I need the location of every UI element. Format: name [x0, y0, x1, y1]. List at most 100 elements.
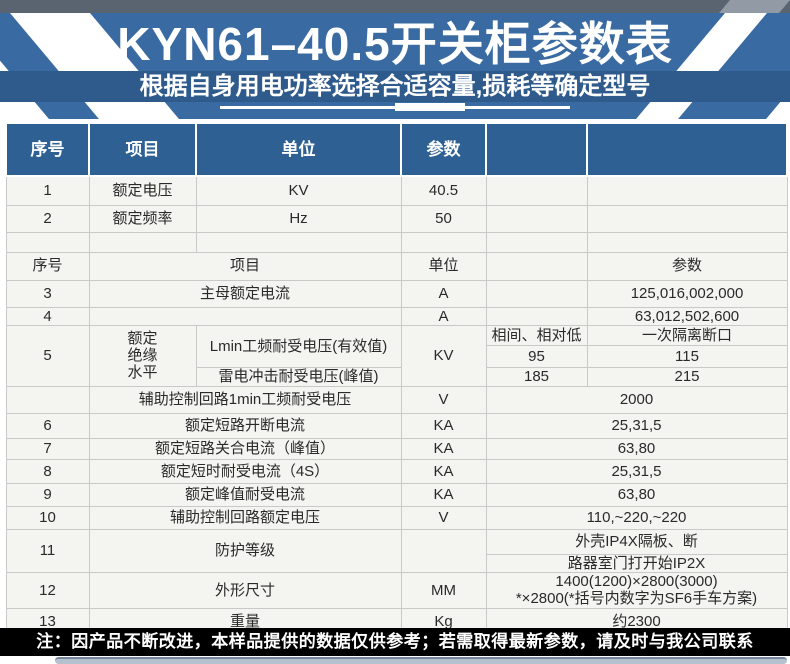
subtitle-band: 根据自身用电功率选择合适容量,损耗等确定型号 — [0, 71, 790, 102]
top-gray-bar — [0, 0, 790, 13]
row5-value-a1: 95 — [485, 344, 588, 368]
row8-value: 25,31,5 — [485, 458, 788, 484]
row11-value-line2: 路器室门打开始IP2X — [485, 553, 788, 574]
subtitle-underline-accent — [395, 103, 465, 111]
row6-item: 额定短路开断电流 — [88, 412, 402, 439]
table-header-row: 序号 项目 单位 参数 — [5, 122, 788, 177]
row12-item: 外形尺寸 — [88, 572, 402, 609]
header-cell-item: 项目 — [88, 122, 197, 177]
table-row: 9 额定峰值耐受电流 KA 63,80 — [5, 482, 788, 507]
row10-value: 110,~220,~220 — [485, 505, 788, 530]
row11-item: 防护等级 — [88, 528, 402, 574]
disclaimer-note-bar: 注：因产品不断改进，本样品提供的数据仅供参考；若需取得最新参数，请及时与我公司联… — [0, 628, 790, 656]
header-cell-empty-2 — [586, 122, 788, 177]
row7-unit: KA — [400, 437, 487, 460]
row1-unit: KV — [195, 175, 402, 206]
row5-value-b2: 215 — [586, 366, 788, 387]
row5-no: 5 — [5, 324, 90, 387]
header2-seq: 序号 — [5, 251, 90, 281]
row12-unit: MM — [400, 572, 487, 609]
row2-unit: Hz — [195, 204, 402, 233]
row1-no: 1 — [5, 175, 90, 206]
row10-item: 辅助控制回路额定电压 — [88, 505, 402, 530]
header-cell-empty-1 — [485, 122, 588, 177]
row12-value: 1400(1200)×2800(3000) *×2800(*括号内数字为SF6手… — [485, 572, 788, 609]
table-row-insulation-subhead: 5 额定 绝缘 水平 Lmin工频耐受电压(有效值) KV 相间、相对低 一次隔… — [5, 324, 788, 387]
row10-no: 10 — [5, 505, 90, 530]
row1-value: 40.5 — [400, 175, 487, 206]
row7-value: 63,80 — [485, 437, 788, 460]
row8-item: 额定短时耐受电流（4S） — [88, 458, 402, 484]
row3-unit: A — [400, 279, 487, 308]
row3-value: 125,016,002,000 — [586, 279, 788, 308]
table-row: 11 防护等级 外壳IP4X隔板、断 — [5, 528, 788, 574]
row1-item: 额定电压 — [88, 175, 197, 206]
page-subtitle: 根据自身用电功率选择合适容量,损耗等确定型号 — [139, 73, 651, 100]
table-row: 雷电冲击耐受电压(峰值) 185 215 — [6, 366, 788, 387]
table-row: 8 额定短时耐受电流（4S） KA 25,31,5 — [5, 458, 788, 484]
bottom-decor-bar — [55, 657, 787, 664]
rowaux-item: 辅助控制回路1min工频耐受电压 — [88, 385, 402, 414]
table-row: 6 额定短路开断电流 KA 25,31,5 — [5, 412, 788, 439]
table-row: 2 额定频率 Hz 50 — [5, 204, 788, 233]
row9-unit: KA — [400, 482, 487, 507]
row5-unit: KV — [400, 324, 487, 387]
spacer-row — [5, 231, 788, 253]
bottom-strip — [0, 656, 790, 664]
row8-no: 8 — [5, 458, 90, 484]
row4-value: 63,012,502,600 — [586, 306, 788, 326]
row5-value-a2: 185 — [485, 366, 588, 387]
row3-item: 主母额定电流 — [88, 279, 402, 308]
row11-value-line1: 外壳IP4X隔板、断 — [485, 528, 788, 555]
table-row: 路器室门打开始IP2X — [6, 553, 788, 574]
header2-item: 项目 — [88, 251, 402, 281]
row11-no: 11 — [5, 528, 90, 574]
row5-group-label: 额定 绝缘 水平 — [88, 324, 197, 387]
row6-value: 25,31,5 — [485, 412, 788, 439]
row5-value-b1: 115 — [586, 344, 788, 368]
row5-subhead-a: 相间、相对低 — [485, 324, 588, 346]
row4-unit: A — [400, 306, 487, 326]
table-row: 10 辅助控制回路额定电压 V 110,~220,~220 — [5, 505, 788, 530]
table-row: 7 额定短路关合电流（峰值） KA 63,80 — [5, 437, 788, 460]
row5-item1: Lmin工频耐受电压(有效值) — [195, 324, 402, 368]
header-cell-param: 参数 — [400, 122, 487, 177]
row9-no: 9 — [5, 482, 90, 507]
row5-item2: 雷电冲击耐受电压(峰值) — [195, 366, 402, 387]
row6-unit: KA — [400, 412, 487, 439]
row3-no: 3 — [5, 279, 90, 308]
row2-no: 2 — [5, 204, 90, 233]
row9-item: 额定峰值耐受电流 — [88, 482, 402, 507]
row10-unit: V — [400, 505, 487, 530]
header2-unit: 单位 — [400, 251, 487, 281]
rowaux-value: 2000 — [485, 385, 788, 414]
row6-no: 6 — [5, 412, 90, 439]
table-row: 1 额定电压 KV 40.5 — [5, 175, 788, 206]
header2-param: 参数 — [586, 251, 788, 281]
row9-value: 63,80 — [485, 482, 788, 507]
title-banner: KYN61–40.5开关柜参数表 根据自身用电功率选择合适容量,损耗等确定型号 — [0, 13, 790, 119]
row4-item — [88, 306, 402, 326]
row12-no: 12 — [5, 572, 90, 609]
second-header-row: 序号 项目 单位 参数 — [5, 251, 788, 281]
row2-value: 50 — [400, 204, 487, 233]
row7-no: 7 — [5, 437, 90, 460]
top-bar-diagonal-accent — [719, 0, 790, 13]
row8-unit: KA — [400, 458, 487, 484]
row11-unit — [400, 528, 487, 574]
table-row: 95 115 — [6, 344, 788, 368]
table-row: 辅助控制回路1min工频耐受电压 V 2000 — [5, 385, 788, 414]
row7-item: 额定短路关合电流（峰值） — [88, 437, 402, 460]
row4-no: 4 — [5, 306, 90, 326]
rowaux-unit: V — [400, 385, 487, 414]
page-title: KYN61–40.5开关柜参数表 — [117, 18, 673, 70]
table-row: 4 A 63,012,502,600 — [5, 306, 788, 326]
header-cell-seq: 序号 — [5, 122, 90, 177]
spec-table: 序号 项目 单位 参数 1 额定电压 KV 40.5 2 额定频率 Hz 50 — [5, 122, 788, 636]
row5-subhead-b: 一次隔离断口 — [586, 324, 788, 346]
table-row: 3 主母额定电流 A 125,016,002,000 — [5, 279, 788, 308]
table-row: 12 外形尺寸 MM 1400(1200)×2800(3000) *×2800(… — [5, 572, 788, 609]
header-cell-unit: 单位 — [195, 122, 402, 177]
row2-item: 额定频率 — [88, 204, 197, 233]
